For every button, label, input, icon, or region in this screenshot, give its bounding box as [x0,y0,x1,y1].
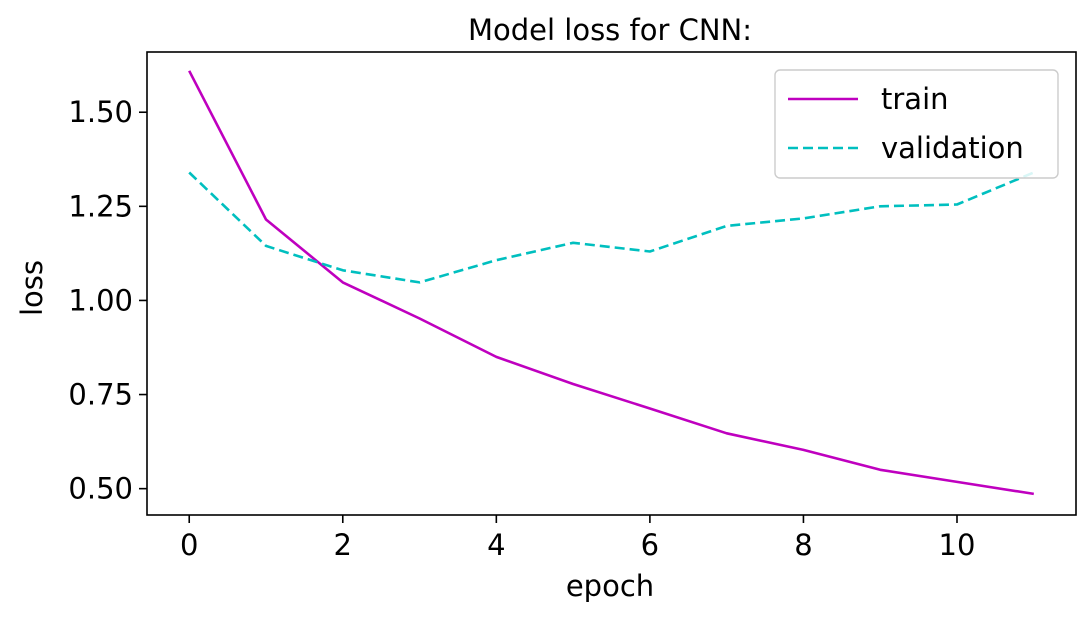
legend-box [774,69,1059,179]
y-tick-label: 0.75 [68,378,133,412]
series-line-validation [188,171,1035,284]
y-tick-label: 1.50 [68,95,133,129]
x-axis-title: epoch [566,569,654,603]
chart-title: Model loss for CNN: [468,13,752,47]
y-axis-ticks: 0.50 0.75 1.00 1.25 1.50 [68,95,147,506]
x-tick-label: 0 [180,528,198,562]
x-tick-label: 8 [794,528,812,562]
series-layer [188,70,1035,496]
y-axis-title: loss [15,260,49,316]
legend-label-train: train [881,82,949,116]
legend: train validation [774,69,1059,179]
y-tick-label: 1.00 [68,283,133,317]
plot-frame [146,51,1077,516]
x-tick-label: 10 [939,528,976,562]
legend-label-validation: validation [881,131,1024,165]
x-tick-label: 4 [487,528,505,562]
x-axis-ticks: 0 2 4 6 8 10 [180,515,975,562]
series-line-train [188,70,1035,496]
y-tick-label: 1.25 [68,189,133,223]
x-tick-label: 6 [641,528,659,562]
x-tick-label: 2 [334,528,352,562]
y-tick-label: 0.50 [68,472,133,506]
